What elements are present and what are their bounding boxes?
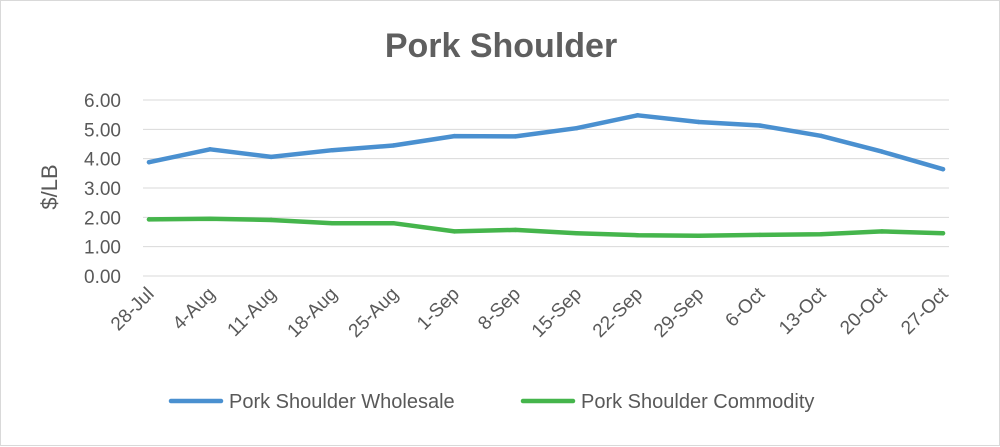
data-point [635, 233, 640, 238]
x-tick-label: 20-Oct [836, 283, 892, 339]
x-tick-label: 6-Oct [722, 283, 770, 331]
data-point [818, 133, 824, 138]
y-tick-label: 5.00 [84, 120, 121, 141]
y-tick-label: 4.00 [84, 150, 121, 171]
x-tick-label: 4-Aug [169, 284, 220, 335]
data-point [207, 216, 213, 221]
data-point [757, 232, 762, 238]
series-lines [146, 113, 946, 239]
y-axis-ticks: 0.00 1.00 2.00 3.00 4.00 5.00 6.00 [84, 91, 121, 288]
data-point [330, 221, 335, 226]
data-point [757, 123, 762, 128]
series-line-1 [146, 113, 946, 172]
legend: Pork Shoulder Wholesale Pork Shoulder Com… [168, 391, 814, 413]
series-line-2 [146, 216, 946, 239]
data-point [452, 133, 457, 139]
x-tick-label: 15-Sep [528, 284, 586, 342]
data-point [696, 119, 701, 125]
data-point [818, 232, 824, 237]
data-point [330, 147, 335, 153]
x-tick-label: 18-Aug [284, 284, 342, 342]
x-tick-label: 1-Sep [413, 284, 464, 335]
x-tick-label: 29-Sep [650, 284, 708, 342]
data-point [391, 143, 396, 148]
data-point [879, 149, 885, 154]
data-point [207, 147, 213, 152]
data-point [146, 217, 152, 222]
data-point [513, 227, 518, 233]
x-tick-label: 25-Aug [345, 284, 403, 342]
data-point [146, 159, 152, 165]
data-point [635, 113, 640, 118]
y-tick-label: 2.00 [84, 208, 121, 229]
legend-label: Pork Shoulder Wholesale [229, 391, 455, 413]
data-point [696, 233, 701, 239]
chart-title: Pork Shoulder [385, 27, 617, 65]
y-tick-label: 0.00 [84, 267, 121, 288]
data-point [268, 154, 274, 160]
data-point [452, 229, 457, 234]
data-point [391, 221, 396, 226]
gridlines [143, 99, 949, 277]
data-point [574, 230, 579, 236]
data-point [879, 229, 885, 234]
x-tick-label: 22-Sep [589, 284, 647, 342]
x-tick-label: 11-Aug [224, 284, 281, 341]
x-tick-label: 28-Jul [107, 284, 158, 335]
x-tick-label: 27-Oct [897, 283, 953, 339]
data-point [940, 167, 946, 172]
x-tick-label: 13-Oct [775, 283, 831, 339]
y-tick-label: 1.00 [84, 238, 121, 259]
data-point [574, 125, 579, 131]
x-tick-label: 8-Sep [474, 284, 525, 335]
legend-label: Pork Shoulder Commodity [581, 391, 814, 413]
y-tick-label: 6.00 [84, 91, 121, 112]
data-point [940, 230, 946, 236]
y-axis-label: $/LB [37, 164, 62, 209]
data-point [513, 134, 518, 139]
y-tick-label: 3.00 [84, 179, 121, 200]
data-point [268, 217, 274, 223]
x-axis-ticks: 28-Jul 4-Aug 11-Aug 18-Aug 25-Aug 1-Sep 8-Sep 1… [107, 283, 953, 342]
